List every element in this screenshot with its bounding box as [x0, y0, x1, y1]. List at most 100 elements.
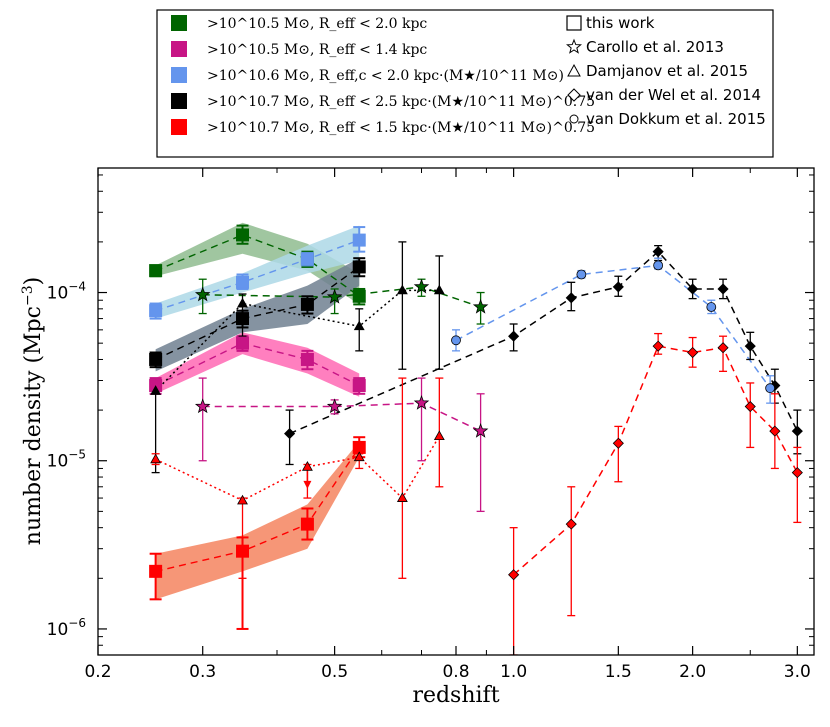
- legend-diamond-icon: [567, 88, 581, 102]
- legend-color-swatch: [171, 93, 187, 109]
- triangle-marker: [301, 461, 313, 471]
- square-marker: [149, 264, 163, 278]
- legend-box: [156, 9, 774, 158]
- diamond-marker: [717, 342, 729, 354]
- diamond-marker: [791, 425, 803, 437]
- square-marker: [149, 304, 163, 318]
- series-line: [155, 289, 440, 392]
- diamond-marker: [744, 340, 756, 352]
- triangle-marker: [150, 453, 162, 464]
- x-axis-label: redshift: [412, 683, 499, 708]
- square-marker: [236, 312, 250, 326]
- x-tick-label: 1.0: [500, 662, 527, 682]
- legend-color-label: >10^10.5 M⊙, R_eff < 2.0 kpc: [207, 16, 427, 32]
- square-marker: [352, 233, 366, 247]
- square-marker: [300, 517, 314, 531]
- triangle-marker: [396, 492, 408, 502]
- diamond-marker: [769, 425, 781, 437]
- diamond-marker: [687, 283, 699, 295]
- series-line: [155, 447, 360, 573]
- x-tick-label: 0.8: [442, 662, 469, 682]
- legend-color-label: >10^10.7 M⊙, R_eff < 2.5 kpc·(M★/10^11 M…: [207, 94, 595, 110]
- band-red: [155, 441, 360, 600]
- upper-limit-arrow-head: [303, 480, 312, 489]
- legend-color-swatch: [171, 15, 187, 31]
- legend-marker-label: van Dokkum et al. 2015: [586, 110, 766, 128]
- series-line: [155, 266, 360, 361]
- data-markers: [149, 228, 803, 581]
- diamond-marker: [652, 246, 664, 258]
- band-magenta: [155, 332, 360, 397]
- axes: 0.2 0.3 0.5 0.8 1.0 1.5 2.0 3.0 10−6 10−5 10−4: [47, 168, 814, 682]
- x-tick-label: 3.0: [784, 662, 811, 682]
- star-marker: [413, 394, 430, 410]
- y-tick-label: 10−4: [47, 280, 86, 304]
- circle-marker: [765, 383, 776, 394]
- legend-triangle-icon: [567, 63, 581, 77]
- diamond-marker: [744, 400, 756, 413]
- square-marker: [236, 544, 250, 558]
- series-line: [513, 345, 798, 576]
- star-marker: [326, 398, 343, 414]
- star-marker: [472, 422, 489, 438]
- diamond-marker: [717, 283, 729, 295]
- circle-marker: [451, 335, 461, 346]
- series-line: [155, 435, 440, 502]
- shaded-bands: [155, 222, 360, 600]
- star-marker: [326, 288, 343, 304]
- x-tick-label: 0.5: [321, 662, 348, 682]
- x-tick-label: 1.5: [605, 662, 632, 682]
- triangle-marker: [237, 494, 248, 505]
- triangle-marker: [433, 284, 445, 295]
- x-tick-label: 0.3: [189, 662, 216, 682]
- diamond-marker: [791, 467, 803, 479]
- circle-marker: [653, 260, 664, 271]
- diamond-marker: [612, 281, 624, 293]
- series-line: [202, 402, 481, 432]
- legend-color-swatch: [171, 41, 187, 57]
- series-line: [155, 234, 360, 297]
- y-axis-label: number density (Mpc−3): [20, 277, 46, 545]
- triangle-marker: [150, 385, 162, 395]
- diamond-marker: [652, 340, 664, 352]
- star-marker: [194, 398, 211, 414]
- legend-square-icon: [566, 15, 582, 31]
- legend-marker-label: van der Wel et al. 2014: [586, 86, 761, 104]
- legend-color-label: >10^10.5 M⊙, R_eff < 1.4 kpc: [207, 42, 427, 58]
- square-marker: [352, 260, 366, 274]
- diamond-marker: [687, 346, 699, 359]
- legend-color-label: >10^10.7 M⊙, R_eff < 1.5 kpc·(M★/10^11 M…: [207, 120, 595, 136]
- square-marker: [149, 352, 163, 366]
- circle-marker: [706, 302, 717, 312]
- square-marker: [300, 252, 314, 266]
- series-line: [155, 342, 360, 387]
- legend-color-swatch: [171, 67, 187, 83]
- legend-circle-icon: [569, 114, 579, 124]
- diamond-marker: [508, 569, 520, 581]
- x-tick-label: 0.2: [84, 662, 111, 682]
- square-marker: [352, 289, 366, 303]
- star-marker: [472, 298, 489, 314]
- square-marker: [300, 297, 314, 311]
- square-marker: [236, 228, 250, 242]
- star-marker: [413, 278, 430, 294]
- diamond-marker: [508, 330, 520, 342]
- square-marker: [352, 379, 366, 393]
- legend-color-label: >10^10.6 M⊙, R_eff,c < 2.0 kpc·(M★/10^11…: [207, 68, 564, 84]
- diamond-marker: [565, 292, 577, 304]
- y-tick-label: 10−6: [47, 616, 86, 640]
- legend-marker-label: Carollo et al. 2013: [586, 38, 724, 56]
- diamond-marker: [612, 437, 624, 449]
- triangle-marker: [353, 320, 365, 331]
- triangle-marker: [396, 284, 408, 295]
- circle-marker: [576, 269, 587, 280]
- diamond-marker: [565, 518, 577, 530]
- legend-marker-label: this work: [586, 14, 655, 32]
- square-marker: [236, 336, 250, 350]
- triangle-marker: [237, 297, 248, 308]
- series-line: [289, 250, 799, 435]
- x-tick-label: 2.0: [679, 662, 706, 682]
- legend-marker-label: Damjanov et al. 2015: [586, 62, 748, 80]
- series-line: [155, 239, 360, 312]
